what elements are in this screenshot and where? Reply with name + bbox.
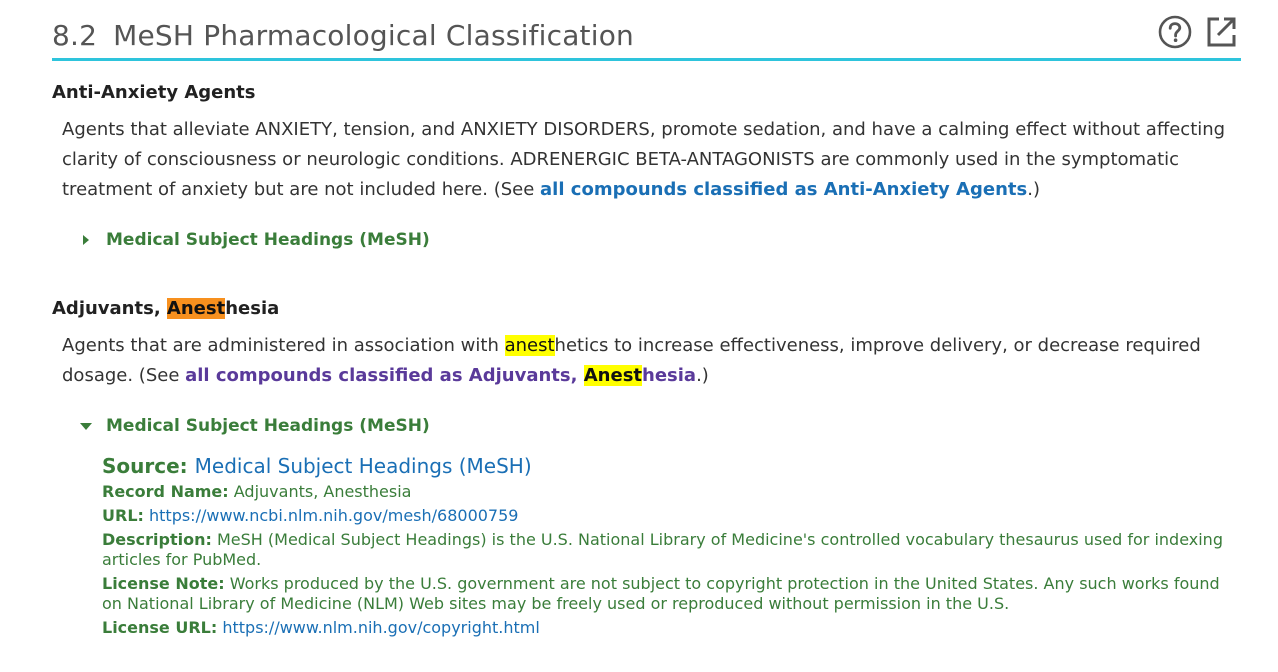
section-number: 8.2 (52, 19, 97, 52)
source-details: Source: Medical Subject Headings (MeSH) … (102, 454, 1242, 642)
license-note-value: Works produced by the U.S. government ar… (102, 574, 1220, 613)
section-header-actions (1158, 15, 1238, 49)
source-link[interactable]: Medical Subject Headings (MeSH) (195, 454, 532, 478)
classification-title: Adjuvants, Anesthesia (52, 298, 1252, 319)
section-title: 8.2 MeSH Pharmacological Classification (52, 19, 634, 52)
description-text: Agents that are administered in associat… (62, 335, 505, 356)
classification-item: Anti-Anxiety Agents Agents that alleviat… (52, 82, 1252, 205)
title-highlight: Anest (167, 298, 225, 319)
compounds-link[interactable]: all compounds classified as Adjuvants, A… (185, 365, 696, 386)
classification-title: Anti-Anxiety Agents (52, 82, 1252, 103)
record-url-link[interactable]: https://www.ncbi.nlm.nih.gov/mesh/680007… (149, 506, 518, 525)
mesh-toggle-expanded[interactable]: Medical Subject Headings (MeSH) (80, 416, 430, 436)
classification-description: Agents that are administered in associat… (52, 331, 1247, 391)
record-name-row: Record Name: Adjuvants, Anesthesia (102, 482, 1242, 502)
title-prefix: Adjuvants, (52, 298, 167, 319)
caret-down-icon (80, 420, 92, 432)
link-highlight: Anest (584, 365, 642, 386)
url-row: URL: https://www.ncbi.nlm.nih.gov/mesh/6… (102, 506, 1242, 526)
url-label: URL: (102, 506, 144, 525)
record-name-label: Record Name: (102, 482, 229, 501)
help-icon[interactable] (1158, 15, 1192, 49)
compounds-link[interactable]: all compounds classified as Anti-Anxiety… (540, 179, 1027, 200)
license-url-label: License URL: (102, 618, 217, 637)
license-note-row: License Note: Works produced by the U.S.… (102, 574, 1242, 614)
description-row: Description: MeSH (Medical Subject Headi… (102, 530, 1242, 570)
link-prefix: all compounds classified as Adjuvants, (185, 365, 584, 386)
description-highlight: anest (505, 335, 555, 356)
record-name-value: Adjuvants, Anesthesia (234, 482, 412, 501)
toggle-label: Medical Subject Headings (MeSH) (106, 416, 430, 436)
description-label: Description: (102, 530, 212, 549)
open-external-icon[interactable] (1204, 15, 1238, 49)
caret-right-icon (80, 234, 92, 246)
description-end: .) (1027, 179, 1040, 200)
source-line: Source: Medical Subject Headings (MeSH) (102, 454, 1242, 478)
section-title-text: MeSH Pharmacological Classification (113, 19, 634, 52)
section-header: 8.2 MeSH Pharmacological Classification (52, 12, 1241, 61)
classification-description: Agents that alleviate ANXIETY, tension, … (52, 115, 1247, 205)
title-suffix: hesia (225, 298, 279, 319)
license-url-link[interactable]: https://www.nlm.nih.gov/copyright.html (222, 618, 539, 637)
description-value: MeSH (Medical Subject Headings) is the U… (102, 530, 1223, 569)
mesh-toggle-collapsed[interactable]: Medical Subject Headings (MeSH) (80, 230, 430, 250)
license-url-row: License URL: https://www.nlm.nih.gov/cop… (102, 618, 1242, 638)
toggle-label: Medical Subject Headings (MeSH) (106, 230, 430, 250)
classification-item: Adjuvants, Anesthesia Agents that are ad… (52, 298, 1252, 391)
license-note-label: License Note: (102, 574, 225, 593)
source-label: Source: (102, 454, 188, 478)
description-end: .) (696, 365, 709, 386)
link-suffix: hesia (642, 365, 696, 386)
